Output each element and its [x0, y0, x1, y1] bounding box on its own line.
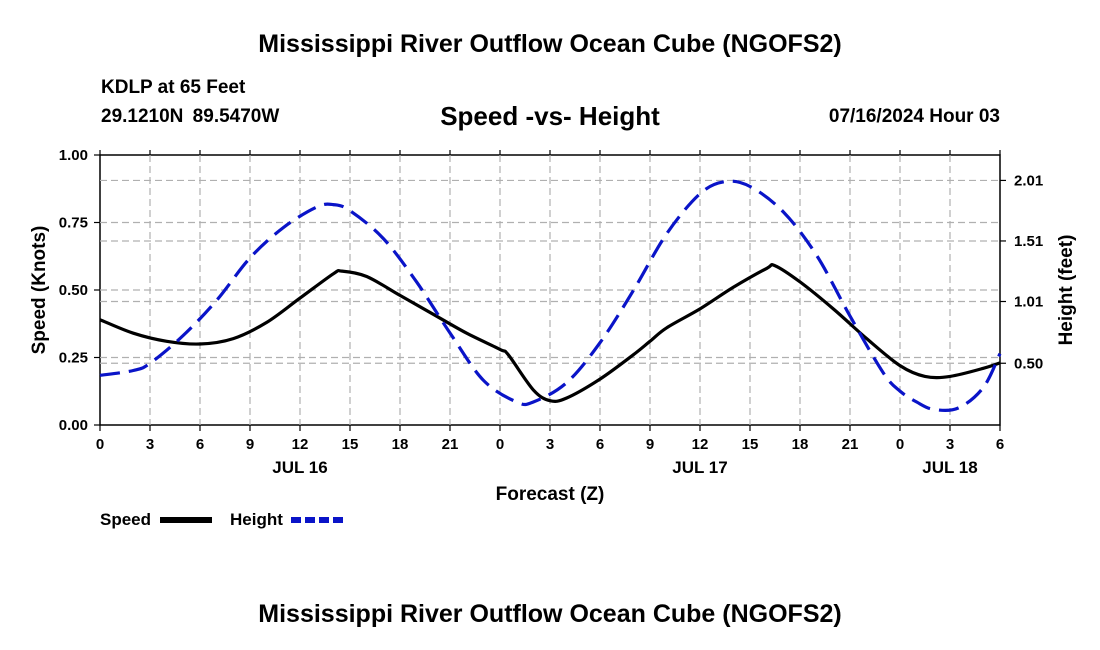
station-coordinates: 29.1210N 89.5470W [101, 106, 280, 127]
y-tick-label-left: 0.00 [59, 417, 88, 434]
series-speed-line [99, 263, 1001, 404]
x-tick-label: 12 [292, 436, 309, 453]
y-axis-label-left: Speed (Knots) [29, 226, 50, 355]
axis-ticks: 0 3 6 9 12 15 18 21 0 3 6 9 12 15 18 21 0 3 6 JUL 16 JUL 17 J… [59, 147, 1043, 477]
legend: Speed Height [100, 510, 343, 529]
date-label: JUL 18 [922, 458, 977, 477]
forecast-datetime: 07/16/2024 Hour 03 [828, 106, 1000, 127]
x-tick-label: 0 [896, 436, 904, 453]
x-tick-label: 21 [442, 436, 459, 453]
date-label: JUL 16 [272, 458, 327, 477]
x-tick-label: 0 [496, 436, 504, 453]
y-tick-label-left: 1.00 [59, 147, 88, 164]
y-tick-label-left: 0.75 [59, 215, 88, 232]
x-tick-label: 18 [792, 436, 809, 453]
y-tick-label-right: 1.01 [1014, 294, 1043, 311]
x-tick-label: 6 [596, 436, 604, 453]
y-tick-label-left: 0.50 [59, 282, 88, 299]
grid [100, 155, 1000, 425]
x-tick-label: 0 [96, 436, 104, 453]
x-tick-label: 15 [742, 436, 759, 453]
date-label: JUL 17 [672, 458, 727, 477]
x-tick-label: 21 [842, 436, 859, 453]
x-tick-label: 18 [392, 436, 409, 453]
x-tick-label: 9 [246, 436, 254, 453]
legend-speed-label: Speed [100, 510, 151, 529]
x-tick-label: 3 [146, 436, 154, 453]
x-tick-label: 9 [646, 436, 654, 453]
x-tick-label: 15 [342, 436, 359, 453]
y-tick-label-right: 2.01 [1014, 172, 1043, 189]
x-tick-label: 12 [692, 436, 709, 453]
x-axis-label: Forecast (Z) [496, 484, 605, 505]
legend-height-label: Height [230, 510, 283, 529]
x-tick-label: 3 [946, 436, 954, 453]
y-tick-label-right: 1.51 [1014, 233, 1043, 250]
footer-title: Mississippi River Outflow Ocean Cube (NG… [258, 600, 842, 628]
x-tick-label: 6 [196, 436, 204, 453]
y-axis-label-right: Height (feet) [1056, 235, 1077, 346]
series-height-line [99, 179, 1002, 413]
y-tick-label-right: 0.50 [1014, 355, 1043, 372]
main-title: Mississippi River Outflow Ocean Cube (NG… [258, 30, 842, 58]
x-tick-label: 6 [996, 436, 1004, 453]
y-tick-label-left: 0.25 [59, 350, 88, 367]
series [99, 179, 1002, 413]
x-tick-label: 3 [546, 436, 554, 453]
chart-subtitle: Speed -vs- Height [440, 101, 660, 131]
station-label: KDLP at 65 Feet [101, 77, 246, 98]
